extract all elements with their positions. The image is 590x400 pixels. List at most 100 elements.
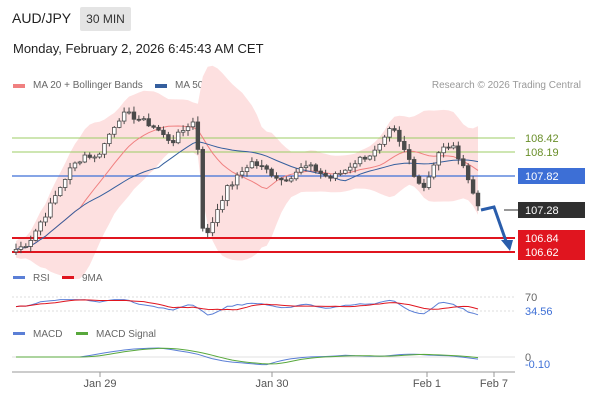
candle-body bbox=[254, 161, 260, 167]
last-price-label: 107.28 bbox=[525, 205, 559, 217]
candle-body bbox=[279, 177, 284, 181]
candle-body bbox=[67, 167, 73, 180]
candle-body bbox=[456, 145, 461, 160]
candle-body bbox=[244, 167, 250, 172]
candle-body bbox=[308, 164, 314, 167]
macd-legend-label: MACD bbox=[33, 329, 62, 340]
candle-body bbox=[382, 136, 387, 145]
candle-body bbox=[205, 227, 210, 234]
candle-body bbox=[348, 166, 353, 171]
macd-zero-label: 0 bbox=[525, 352, 531, 364]
candle-body bbox=[392, 128, 397, 131]
candle-body bbox=[421, 182, 427, 188]
candle-body bbox=[318, 170, 323, 174]
candle-body bbox=[62, 179, 68, 188]
candle-body bbox=[220, 200, 225, 210]
candle-body bbox=[102, 143, 107, 155]
candle-body bbox=[470, 179, 476, 194]
candle-body bbox=[465, 165, 471, 181]
candle-body bbox=[92, 156, 97, 159]
symbol-title: AUD/JPY bbox=[12, 10, 72, 26]
candle-body bbox=[416, 176, 422, 184]
rsi-level-label: 70 bbox=[525, 292, 537, 304]
candle-body bbox=[23, 246, 29, 248]
candle-body bbox=[269, 168, 274, 177]
time-label: Feb 7 bbox=[480, 378, 508, 390]
macd-line bbox=[16, 347, 479, 366]
candle-body bbox=[48, 202, 53, 218]
legend-ma50-label: MA 50 bbox=[175, 80, 204, 91]
rsi-legend-label: RSI bbox=[33, 273, 50, 284]
candle-body bbox=[274, 175, 279, 179]
candle-body bbox=[338, 172, 343, 175]
candle-body bbox=[136, 118, 142, 121]
candle-body bbox=[451, 145, 456, 149]
candle-body bbox=[210, 222, 215, 234]
candle-body bbox=[264, 165, 269, 170]
candle-body bbox=[387, 128, 392, 138]
support-label-2: 106.62 bbox=[525, 247, 559, 259]
candle-body bbox=[195, 121, 201, 150]
time-label: Jan 29 bbox=[83, 378, 116, 390]
pivot-tag bbox=[518, 168, 585, 184]
candle-body bbox=[146, 118, 151, 127]
candle-body bbox=[411, 159, 417, 177]
ma50-line bbox=[15, 141, 479, 250]
candle-body bbox=[436, 152, 441, 166]
candlestick-series bbox=[13, 106, 481, 255]
candle-body bbox=[18, 246, 24, 250]
candle-body bbox=[190, 121, 196, 128]
candle-body bbox=[161, 129, 166, 135]
rsi-ma-legend-swatch bbox=[62, 276, 74, 279]
last-price-tag bbox=[518, 202, 585, 218]
rsi-legend-swatch bbox=[13, 276, 25, 279]
candle-body bbox=[112, 126, 117, 135]
candle-body bbox=[72, 162, 78, 169]
candle-body bbox=[431, 164, 436, 178]
candle-body bbox=[151, 125, 156, 128]
rsi-ma-legend-label: 9MA bbox=[82, 273, 103, 284]
candle-body bbox=[313, 164, 319, 172]
candle-body bbox=[397, 129, 402, 142]
candle-body bbox=[117, 120, 122, 128]
candle-body bbox=[225, 185, 230, 201]
candle-body bbox=[461, 158, 466, 167]
timeframe-button[interactable]: 30 MIN bbox=[80, 7, 131, 31]
candle-body bbox=[357, 156, 363, 165]
candle-body bbox=[352, 163, 358, 168]
candle-body bbox=[249, 161, 255, 169]
resistance-label-2: 108.42 bbox=[525, 133, 559, 145]
candle-body bbox=[58, 187, 63, 197]
candle-body bbox=[406, 149, 412, 160]
candle-body bbox=[372, 149, 377, 157]
forecast-arrow bbox=[480, 205, 513, 251]
candle-body bbox=[343, 169, 348, 174]
candle-body bbox=[446, 146, 451, 149]
candle-body bbox=[28, 240, 33, 247]
candle-body bbox=[38, 221, 43, 232]
candle-body bbox=[175, 131, 181, 144]
candle-body bbox=[402, 140, 407, 150]
time-axis-ticks: Jan 29 Jan 30 Feb 1 Feb 7 bbox=[83, 372, 508, 390]
candle-body bbox=[77, 161, 83, 164]
candle-body bbox=[156, 126, 161, 131]
chart-datetime: Monday, February 2, 2026 6:45:43 AM CET bbox=[13, 41, 264, 56]
candle-body bbox=[441, 146, 446, 154]
time-label: Jan 30 bbox=[255, 378, 288, 390]
candle-body bbox=[171, 140, 176, 144]
ma20-swatch bbox=[13, 84, 25, 88]
candle-body bbox=[131, 111, 137, 120]
macd-last-label: -0.10 bbox=[525, 359, 550, 371]
candle-body bbox=[13, 248, 19, 253]
candle-body bbox=[377, 143, 382, 151]
candle-body bbox=[230, 184, 235, 187]
chart-header: AUD/JPY 30 MIN bbox=[0, 0, 590, 36]
ma50-swatch bbox=[155, 84, 167, 88]
candle-body bbox=[259, 165, 264, 168]
candle-body bbox=[323, 173, 328, 177]
candle-body bbox=[121, 111, 127, 122]
legend-ma50: MA 50 bbox=[155, 80, 203, 91]
candle-body bbox=[328, 175, 333, 179]
support-label-1: 106.84 bbox=[525, 233, 559, 245]
